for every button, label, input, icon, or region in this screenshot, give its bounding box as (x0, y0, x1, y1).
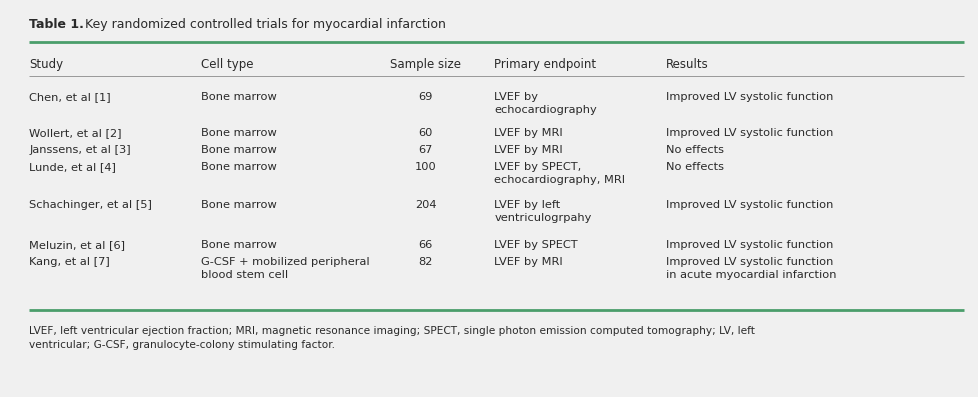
Text: Improved LV systolic function: Improved LV systolic function (665, 92, 832, 102)
Text: 204: 204 (415, 200, 436, 210)
Text: Chen, et al [1]: Chen, et al [1] (29, 92, 111, 102)
Text: G-CSF + mobilized peripheral
blood stem cell: G-CSF + mobilized peripheral blood stem … (200, 257, 369, 280)
Text: Improved LV systolic function
in acute myocardial infarction: Improved LV systolic function in acute m… (665, 257, 835, 280)
Text: Bone marrow: Bone marrow (200, 162, 276, 172)
Text: ventricular; G-CSF, granulocyte-colony stimulating factor.: ventricular; G-CSF, granulocyte-colony s… (29, 340, 335, 350)
Text: Wollert, et al [2]: Wollert, et al [2] (29, 128, 121, 138)
Text: Bone marrow: Bone marrow (200, 200, 276, 210)
Text: LVEF by SPECT: LVEF by SPECT (494, 240, 577, 250)
Text: Table 1.: Table 1. (29, 18, 84, 31)
Text: Primary endpoint: Primary endpoint (494, 58, 596, 71)
Text: Bone marrow: Bone marrow (200, 92, 276, 102)
Text: No effects: No effects (665, 145, 723, 155)
Text: Schachinger, et al [5]: Schachinger, et al [5] (29, 200, 153, 210)
Text: 82: 82 (419, 257, 432, 267)
Text: LVEF by MRI: LVEF by MRI (494, 128, 562, 138)
Text: LVEF by
echocardiography: LVEF by echocardiography (494, 92, 597, 115)
Text: Key randomized controlled trials for myocardial infarction: Key randomized controlled trials for myo… (81, 18, 446, 31)
Text: No effects: No effects (665, 162, 723, 172)
Text: Sample size: Sample size (390, 58, 461, 71)
Text: 100: 100 (415, 162, 436, 172)
Text: LVEF, left ventricular ejection fraction; MRI, magnetic resonance imaging; SPECT: LVEF, left ventricular ejection fraction… (29, 326, 755, 336)
Text: 60: 60 (419, 128, 432, 138)
Text: Kang, et al [7]: Kang, et al [7] (29, 257, 110, 267)
Text: Results: Results (665, 58, 708, 71)
Text: Meluzin, et al [6]: Meluzin, et al [6] (29, 240, 125, 250)
Text: LVEF by left
ventriculogrpahy: LVEF by left ventriculogrpahy (494, 200, 591, 223)
Text: Bone marrow: Bone marrow (200, 145, 276, 155)
Text: LVEF by SPECT,
echocardiography, MRI: LVEF by SPECT, echocardiography, MRI (494, 162, 625, 185)
Text: Improved LV systolic function: Improved LV systolic function (665, 240, 832, 250)
Text: 66: 66 (419, 240, 432, 250)
Text: LVEF by MRI: LVEF by MRI (494, 145, 562, 155)
Text: Improved LV systolic function: Improved LV systolic function (665, 200, 832, 210)
Text: Lunde, et al [4]: Lunde, et al [4] (29, 162, 116, 172)
Text: 69: 69 (419, 92, 432, 102)
Text: Bone marrow: Bone marrow (200, 240, 276, 250)
Text: Bone marrow: Bone marrow (200, 128, 276, 138)
Text: Cell type: Cell type (200, 58, 253, 71)
Text: 67: 67 (419, 145, 432, 155)
Text: Janssens, et al [3]: Janssens, et al [3] (29, 145, 131, 155)
Text: LVEF by MRI: LVEF by MRI (494, 257, 562, 267)
Text: Improved LV systolic function: Improved LV systolic function (665, 128, 832, 138)
Text: Study: Study (29, 58, 64, 71)
